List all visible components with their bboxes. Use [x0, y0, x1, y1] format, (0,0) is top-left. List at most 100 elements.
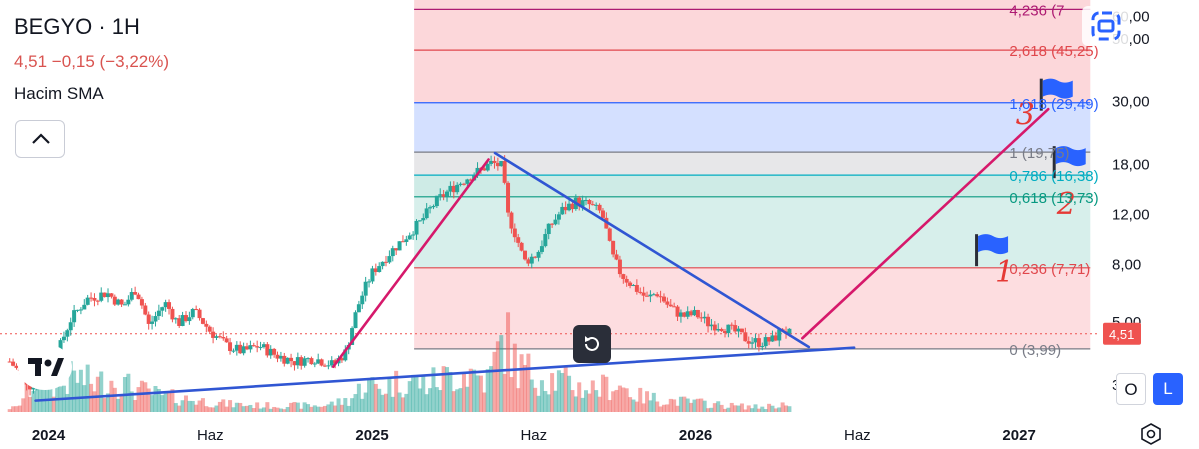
volume-bar — [495, 341, 500, 412]
volume-bar — [150, 395, 155, 412]
volume-bar — [282, 409, 287, 412]
volume-bar — [777, 407, 782, 412]
price-change: 4,51 −0,15 (−3,22%) — [14, 52, 170, 71]
candle-body — [634, 284, 639, 292]
candle-body — [282, 355, 287, 364]
volume-bar — [383, 393, 388, 412]
volume-bar — [119, 395, 124, 412]
volume-bar — [200, 398, 205, 412]
volume-bar — [489, 366, 494, 412]
volume-bar — [11, 406, 16, 412]
candle-body — [221, 337, 226, 339]
candle-body — [329, 360, 334, 366]
volume-bar — [577, 382, 582, 412]
candle-body — [733, 325, 738, 332]
volume-bar — [438, 390, 443, 412]
volume-bar — [519, 354, 524, 412]
volume-bar — [95, 376, 100, 412]
candle-body — [102, 292, 107, 298]
candle-body — [712, 324, 717, 331]
y-tick-label: 12,00 — [1112, 206, 1150, 223]
candle-body — [383, 261, 388, 263]
volume-bar — [251, 408, 256, 412]
candle-body — [638, 291, 643, 293]
fib-band-3 — [414, 152, 1091, 176]
candle-body — [417, 220, 422, 222]
volume-bar — [299, 408, 304, 412]
candle-body — [729, 324, 734, 326]
candle-body — [617, 259, 622, 275]
candle-body — [177, 318, 182, 326]
settings-icon[interactable] — [1139, 422, 1163, 446]
flag-icon — [1042, 78, 1073, 99]
volume-bar — [733, 405, 738, 412]
candle-body — [183, 315, 188, 322]
volume-bar — [339, 404, 344, 412]
volume-bar — [360, 398, 365, 412]
flag-2 — [1052, 146, 1086, 179]
candle-body — [373, 268, 378, 273]
candle-body — [485, 163, 490, 171]
candle-body — [200, 318, 205, 324]
volume-bar — [139, 380, 144, 412]
candle-body — [390, 248, 395, 257]
candle-body — [214, 336, 219, 338]
candle-body — [295, 357, 300, 366]
log-scale-button[interactable]: L — [1153, 373, 1183, 405]
candle-body — [265, 344, 270, 356]
volume-bar — [587, 393, 592, 412]
volume-bar — [570, 390, 575, 412]
candle-body — [706, 316, 711, 327]
volume-bar — [248, 404, 253, 412]
volume-bar — [600, 374, 605, 412]
time-axis: 2024 Haz 2025 Haz 2026 Haz 2027 — [0, 416, 1100, 449]
volume-bar — [689, 402, 694, 412]
volume-indicator-label[interactable]: Hacim SMA — [14, 84, 104, 103]
candle-body — [207, 326, 212, 332]
fib-band-0 — [414, 267, 1091, 349]
volume-bar — [353, 394, 358, 412]
volume-bar — [183, 395, 188, 412]
fullscreen-button[interactable] — [1082, 6, 1130, 46]
fib-label-2.618: 2,618 (45,25) — [1009, 43, 1098, 60]
candle-body — [238, 344, 243, 354]
volume-bar — [231, 407, 236, 412]
collapse-legend-button[interactable] — [15, 120, 65, 158]
volume-bar — [411, 374, 416, 412]
candle-body — [156, 310, 161, 317]
candle-body — [539, 246, 544, 252]
volume-bar — [17, 405, 22, 412]
volume-bar — [319, 406, 324, 412]
volume-bar — [106, 393, 111, 412]
log-off-button[interactable]: O — [1116, 373, 1146, 405]
volume-bar — [394, 370, 399, 412]
candle-body — [553, 219, 558, 225]
fib-label-0.618: 0,618 (13,73) — [1009, 190, 1098, 207]
candle-body — [645, 295, 650, 297]
candle-body — [380, 261, 385, 267]
volume-bar — [377, 388, 382, 412]
candle-body — [651, 294, 656, 296]
volume-bar — [295, 402, 300, 412]
candle-body — [719, 328, 724, 332]
trendline-projection — [801, 107, 1050, 340]
candle-body — [106, 293, 111, 298]
candle-body — [160, 307, 165, 311]
volume-bar — [455, 389, 460, 412]
volume-bar — [51, 396, 56, 412]
candle-body — [204, 323, 209, 327]
volume-bar — [597, 396, 602, 412]
tradingview-logo[interactable] — [18, 344, 72, 390]
volume-bar — [194, 404, 199, 412]
candle-body — [550, 223, 555, 225]
reset-chart-button[interactable] — [573, 325, 611, 363]
candle-body — [316, 359, 321, 364]
candle-body — [319, 359, 324, 366]
candle-body — [126, 299, 131, 305]
candle-body — [367, 281, 372, 283]
x-tick-label: 2027 — [1002, 427, 1035, 444]
volume-bar — [387, 378, 392, 412]
volume-bars — [7, 312, 792, 412]
